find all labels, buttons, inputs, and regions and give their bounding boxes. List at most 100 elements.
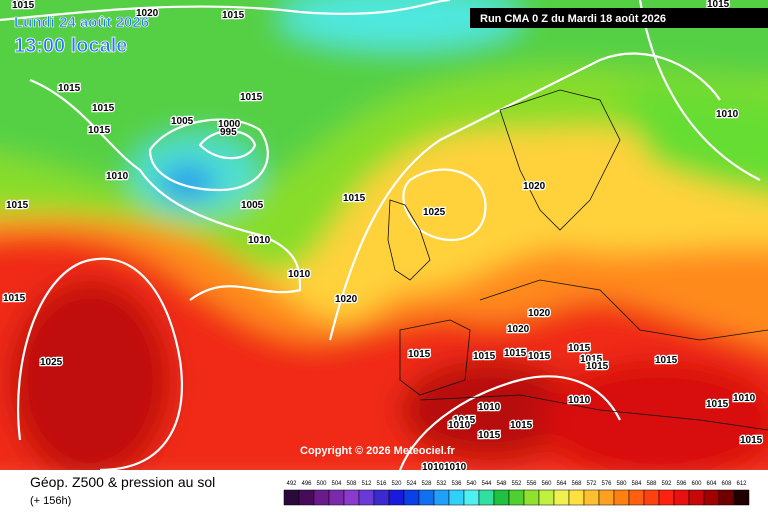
scale-tick-label: 508 xyxy=(346,481,357,487)
scale-swatch xyxy=(523,489,540,506)
isobar-label: 1015 xyxy=(473,351,496,362)
scale-tick-label: 572 xyxy=(586,481,597,487)
scale-swatch xyxy=(508,489,525,506)
scale-swatch xyxy=(658,489,675,506)
scale-swatch xyxy=(538,489,555,506)
scale-tick-label: 516 xyxy=(376,481,387,487)
scale-tick-label: 492 xyxy=(286,481,297,487)
scale-swatch xyxy=(463,489,480,506)
isobar-label-layer: 1015 1020 1015 1015 1015 1015 1015 1015 … xyxy=(2,0,764,474)
run-info: Run CMA 0 Z du Mardi 18 août 2026 xyxy=(480,13,666,25)
isobar-label: 1010 xyxy=(716,109,739,120)
run-box xyxy=(470,8,768,28)
scale-swatch xyxy=(373,489,390,506)
scale-swatch xyxy=(298,489,315,506)
scale-tick-label: 520 xyxy=(391,481,402,487)
scale-swatch xyxy=(598,489,615,506)
isobars xyxy=(0,0,760,470)
scale-swatch xyxy=(703,489,720,506)
scale-swatch xyxy=(733,489,750,506)
scale-swatch xyxy=(643,489,660,506)
color-scale: 492 496 500 504 508 512 516 520 524 528 532 536 540 5… xyxy=(283,481,750,506)
isobar-label: 1010 xyxy=(733,393,756,404)
isobar-label: 1010 xyxy=(568,395,591,406)
isobar-label: 1015 xyxy=(88,125,111,136)
scale-tick-label: 576 xyxy=(601,481,612,487)
scale-swatch xyxy=(448,489,465,506)
footer-title: Géop. Z500 & pression au sol xyxy=(30,474,215,490)
isobar-label: 1015 xyxy=(12,0,35,11)
scale-tick-label: 600 xyxy=(691,481,702,487)
scale-tick-label: 556 xyxy=(526,481,537,487)
isobar-label: 1015 xyxy=(58,83,81,94)
scale-swatch xyxy=(313,489,330,506)
isobar-label: 1015 xyxy=(408,349,431,360)
scale-swatch xyxy=(718,489,735,506)
scale-swatch xyxy=(493,489,510,506)
scale-tick-label: 588 xyxy=(646,481,657,487)
scale-tick-label: 580 xyxy=(616,481,627,487)
scale-tick-label: 584 xyxy=(631,481,642,487)
scale-tick-label: 524 xyxy=(406,481,417,487)
isobar-label: 1015 xyxy=(706,399,729,410)
isobar-label: 1020 xyxy=(507,324,530,335)
isobar-label: 1015 xyxy=(240,92,263,103)
isobar-label: 1015 xyxy=(3,293,26,304)
isobar-label: 1015 xyxy=(504,348,527,359)
scale-swatch xyxy=(388,489,405,506)
scale-tick-label: 592 xyxy=(661,481,672,487)
scale-tick-label: 532 xyxy=(436,481,447,487)
scale-tick-label: 608 xyxy=(721,481,732,487)
isobar-label: 1005 xyxy=(241,200,264,211)
scale-tick-label: 548 xyxy=(496,481,507,487)
isobar-label: 1025 xyxy=(423,207,446,218)
scale-tick-label: 596 xyxy=(676,481,687,487)
scale-tick-label: 500 xyxy=(316,481,327,487)
date: Lundi 24 août 2026 xyxy=(14,14,149,31)
scale-swatch xyxy=(553,489,570,506)
scale-tick-label: 560 xyxy=(541,481,552,487)
isobar-label: 1010 xyxy=(478,402,501,413)
scale-swatch xyxy=(583,489,600,506)
scale-tick-label: 528 xyxy=(421,481,432,487)
isobar-label: 1015 xyxy=(510,420,533,431)
isobar-label: 1020 xyxy=(136,8,159,19)
isobar-label: 1010 xyxy=(288,269,311,280)
scale-swatch xyxy=(283,489,300,506)
scale-swatch xyxy=(418,489,435,506)
isobar-label: 1015 xyxy=(586,361,609,372)
isobar-label: 1015 xyxy=(580,354,603,365)
scale-tick-label: 512 xyxy=(361,481,372,487)
isobar-label: 1015 xyxy=(568,343,591,354)
scale-tick-label: 536 xyxy=(451,481,462,487)
isobar-label: 1015 xyxy=(453,415,476,426)
scale-tick-label: 540 xyxy=(466,481,477,487)
isobar-label: 1020 xyxy=(335,294,358,305)
coastlines xyxy=(387,89,768,431)
copyright: Copyright © 2026 Meteociel.fr xyxy=(300,445,456,457)
isobar-label: 1015 xyxy=(655,355,678,366)
isobar-label: 1025 xyxy=(40,357,63,368)
isobar-label: 995 xyxy=(220,127,237,138)
isobar-label: 1015 xyxy=(478,430,501,441)
time: 13:00 locale xyxy=(14,35,127,57)
scale-swatch xyxy=(688,489,705,506)
scale-tick-label: 544 xyxy=(481,481,492,487)
isobar-label: 1020 xyxy=(523,181,546,192)
scale-tick-label: 504 xyxy=(331,481,342,487)
scale-swatch xyxy=(478,489,495,506)
isobar-label: 1005 xyxy=(171,116,194,127)
isobar-label: 1010 xyxy=(448,420,471,431)
scale-swatch xyxy=(613,489,630,506)
isobar-label: 1010 xyxy=(106,171,129,182)
isobar-label: 1015 xyxy=(6,200,29,211)
scale-swatch xyxy=(568,489,585,506)
scale-swatch xyxy=(433,489,450,506)
scale-swatch xyxy=(628,489,645,506)
scale-tick-label: 564 xyxy=(556,481,567,487)
scale-swatch xyxy=(343,489,360,506)
scale-tick-label: 568 xyxy=(571,481,582,487)
scale-swatch xyxy=(403,489,420,506)
isobar-label: 1020 xyxy=(528,308,551,319)
